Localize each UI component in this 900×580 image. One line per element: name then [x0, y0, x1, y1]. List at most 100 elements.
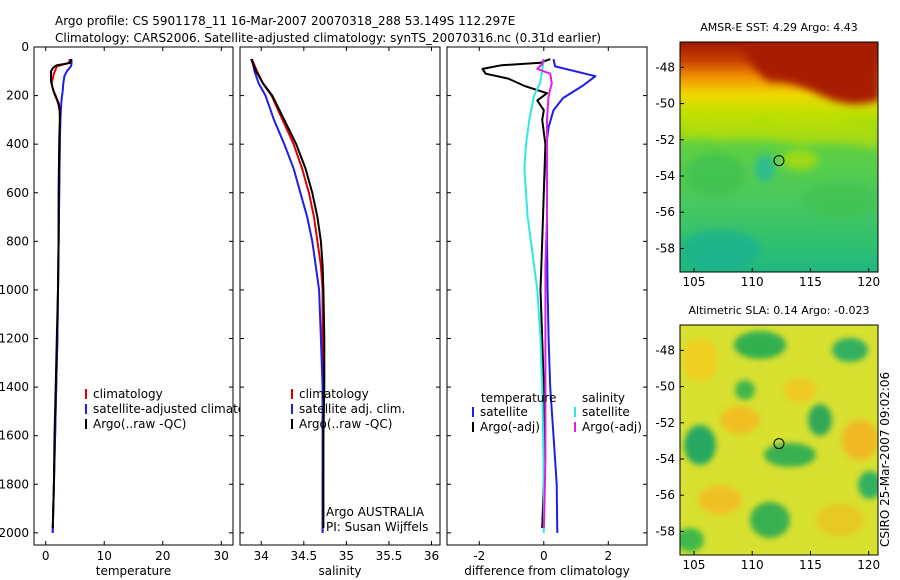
- y-tick-label: 800: [6, 234, 29, 248]
- plot-frame: [239, 46, 441, 546]
- sst-green-patch: [802, 182, 878, 218]
- x-axis-label: temperature: [96, 564, 171, 578]
- sla-map-title: Altimetric SLA: 0.14 Argo: -0.023: [689, 304, 870, 317]
- x-tick-label: 34: [254, 549, 269, 563]
- y-tick-label: 1200: [0, 332, 29, 346]
- sla-heatmap: [680, 325, 878, 555]
- sla-low: [734, 331, 786, 359]
- y-tick-label: 2000: [0, 526, 29, 540]
- map-y-tick-label: -48: [655, 343, 675, 357]
- map-x-tick-label: 120: [857, 275, 880, 289]
- credit-stamp: CSIRO 25-Mar-2007 09:02:06: [878, 372, 892, 547]
- sla-high: [816, 504, 864, 536]
- legend-label: Argo(-adj): [582, 420, 642, 434]
- sla-high: [682, 338, 718, 382]
- y-tick-label: 1000: [0, 283, 29, 297]
- y-tick-label: 1600: [0, 429, 29, 443]
- x-tick-label: -2: [473, 549, 485, 563]
- x-tick-label: 35.5: [376, 549, 403, 563]
- legend-label: satellite adj. clim.: [299, 402, 405, 416]
- map-y-tick-label: -58: [655, 241, 675, 255]
- map-y-tick-label: -48: [655, 60, 675, 74]
- map-frame: [679, 324, 879, 556]
- map-x-tick-label: 110: [741, 275, 764, 289]
- series-line-argo: [50, 58, 72, 529]
- series-line-argo: [250, 58, 326, 528]
- sla-low: [808, 404, 832, 436]
- x-tick-label: 30: [214, 549, 229, 563]
- sla-high: [720, 406, 760, 434]
- sla-low: [735, 380, 755, 400]
- legend-label: satellite: [582, 405, 630, 419]
- sla-low: [764, 443, 816, 467]
- sst-cool-patch: [755, 154, 775, 182]
- legend-label: Argo(..raw -QC): [299, 417, 392, 431]
- legend-title: salinity: [582, 391, 625, 405]
- sst-green-patch: [685, 153, 745, 197]
- x-tick-label: 10: [97, 549, 112, 563]
- sst-map-title: AMSR-E SST: 4.29 Argo: 4.43: [700, 21, 858, 34]
- legend-label: Argo(..raw -QC): [93, 417, 186, 431]
- legend-label: climatology: [299, 387, 369, 401]
- y-tick-label: 400: [6, 137, 29, 151]
- map-y-tick-label: -50: [655, 380, 675, 394]
- map-y-tick-label: -58: [655, 524, 675, 538]
- x-axis-label: difference from climatology: [464, 564, 630, 578]
- annotation-text: PI: Susan Wijffels: [326, 520, 428, 534]
- sst-warm-band: [740, 42, 878, 104]
- salinity-panel: 34 34.5 35 35.5 36 salinity climatologysatelli…: [239, 46, 441, 578]
- sla-high: [784, 378, 816, 402]
- y-tick-label: 200: [6, 89, 29, 103]
- y-tick-label: 600: [6, 186, 29, 200]
- sst-map-axes: 105 110 115 120 -48 -50 -52 -54 -56 -58: [655, 41, 880, 289]
- sst-cool-patch: [680, 230, 760, 270]
- plot-frame: [33, 46, 234, 546]
- map-y-tick-label: -52: [655, 416, 675, 430]
- sla-low: [750, 502, 790, 538]
- map-x-tick-label: 105: [683, 275, 706, 289]
- argo-position-marker: [773, 438, 785, 450]
- x-tick-label: 0: [540, 549, 548, 563]
- x-axis-label: salinity: [318, 564, 361, 578]
- y-tick-label: 0: [21, 40, 29, 54]
- legend-label: climatology: [93, 387, 163, 401]
- sla-low: [680, 528, 704, 552]
- legend-title: temperature: [481, 391, 556, 405]
- sst-front: [680, 106, 878, 150]
- x-tick-label: 0: [42, 549, 50, 563]
- series-line-satellite: [250, 58, 324, 533]
- map-y-tick-label: -56: [655, 205, 675, 219]
- sla-high: [842, 420, 878, 460]
- title-line-2: Climatology: CARS2006. Satellite-adjuste…: [55, 31, 601, 45]
- sla-map-axes: 105 110 115 120 -48 -50 -52 -54 -56 -58: [655, 324, 880, 572]
- map-y-tick-label: -52: [655, 133, 675, 147]
- series-line-magenta: [536, 58, 553, 529]
- x-tick-label: 35: [339, 549, 354, 563]
- map-y-tick-label: -54: [655, 169, 675, 183]
- x-tick-label: 2: [604, 549, 612, 563]
- legend-label: satellite-adjusted climatology: [93, 402, 271, 416]
- map-y-tick-label: -54: [655, 452, 675, 466]
- x-tick-label: 20: [155, 549, 170, 563]
- annotation-text: Argo AUSTRALIA: [326, 505, 425, 519]
- legend-label: Argo(-adj): [480, 420, 540, 434]
- x-tick-label: 34.5: [290, 549, 317, 563]
- map-x-tick-label: 120: [857, 558, 880, 572]
- map-x-tick-label: 115: [799, 558, 822, 572]
- series-line-argo: [481, 58, 551, 529]
- map-x-tick-label: 105: [683, 558, 706, 572]
- sst-heatmap: [680, 42, 878, 272]
- y-tick-label: 1400: [0, 380, 29, 394]
- x-tick-label: 36: [424, 549, 439, 563]
- sla-low: [858, 471, 878, 499]
- map-x-tick-label: 115: [799, 275, 822, 289]
- series-line-cyan: [523, 58, 545, 533]
- map-y-tick-label: -50: [655, 97, 675, 111]
- sst-yellow-patch: [782, 150, 818, 170]
- sla-low: [684, 425, 716, 465]
- sla-high: [698, 486, 742, 514]
- title-line-1: Argo profile: CS 5901178_11 16-Mar-2007 …: [55, 14, 515, 28]
- temperature-panel: 0 200 400 600 800 1000 1200 1400 1600 1800 2000 0 10…: [0, 40, 271, 578]
- sla-low: [832, 338, 868, 362]
